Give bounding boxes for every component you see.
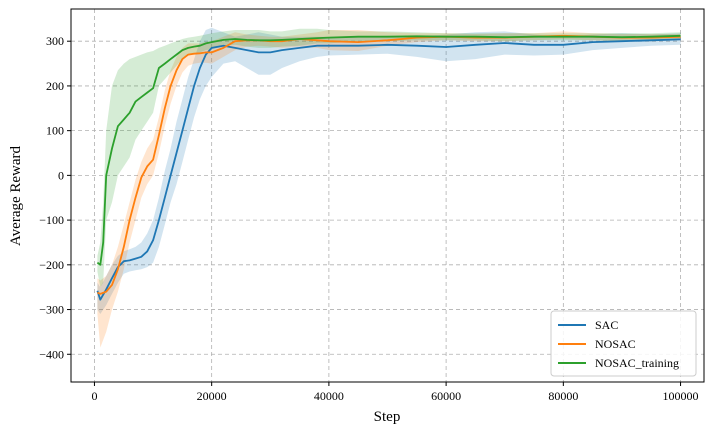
plot-frame — [70, 8, 705, 383]
legend-label-nosac-training: NOSAC_training — [595, 356, 679, 370]
nosac-training-line — [96, 34, 681, 266]
y-tick-label: 300 — [46, 34, 64, 48]
nosac-training-band — [97, 28, 681, 288]
y-tick-label: −200 — [39, 258, 64, 272]
x-tick-label: 60000 — [431, 389, 461, 403]
legend-label-nosac: NOSAC — [595, 337, 636, 351]
legend-box — [550, 310, 697, 377]
y-tick-label: −100 — [39, 213, 64, 227]
y-tick-label: 0 — [58, 168, 64, 182]
x-tick-label: 80000 — [548, 389, 578, 403]
y-tick-label: 100 — [46, 124, 64, 138]
sac-line — [96, 38, 681, 301]
y-axis-ticks: −400 −300 −200 −100 0 100 200 300 — [39, 34, 71, 361]
x-tick-label: 100000 — [663, 389, 699, 403]
legend: SAC NOSAC NOSAC_training — [550, 310, 697, 377]
legend-label-sac: SAC — [595, 318, 618, 332]
y-tick-label: 200 — [46, 79, 64, 93]
series-lines — [96, 34, 681, 301]
x-axis-label: Step — [374, 409, 401, 425]
y-tick-label: −300 — [39, 303, 64, 317]
x-tick-label: 40000 — [314, 389, 344, 403]
x-tick-label: 20000 — [197, 389, 227, 403]
confidence-bands — [97, 27, 681, 348]
x-tick-label: 0 — [91, 389, 97, 403]
x-axis-ticks: 0 20000 40000 60000 80000 100000 — [91, 382, 699, 403]
y-axis-label: Average Reward — [8, 145, 24, 246]
y-tick-label: −400 — [39, 347, 64, 361]
